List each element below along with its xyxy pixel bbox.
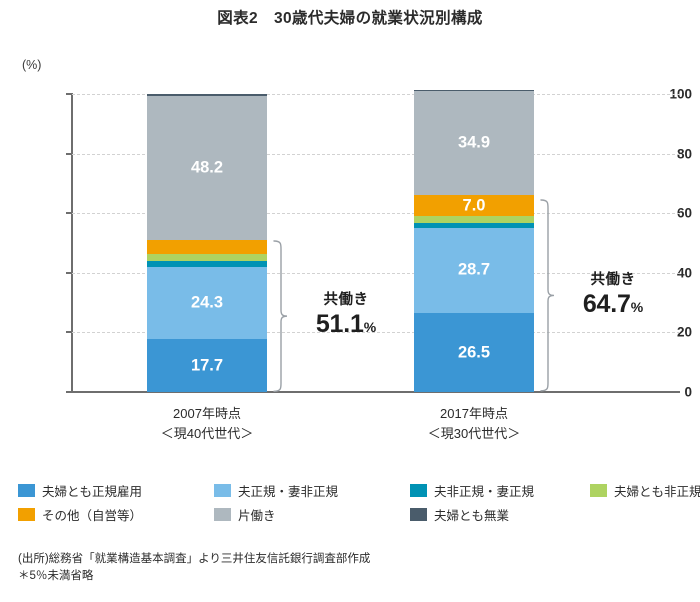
y-axis-tick-mark [66, 93, 72, 95]
gridline [72, 153, 680, 155]
bar-segment[interactable] [414, 227, 534, 314]
legend-color-swatch [590, 483, 607, 497]
legend-row-top: 夫婦とも正規雇用 夫正規・妻非正規 夫非正規・妻正規 夫婦とも非正規雇用 [18, 478, 700, 502]
stacked-bar[interactable]: 17.7 24.3 48.2 [147, 94, 267, 392]
bar-segment[interactable] [414, 195, 534, 217]
annotation-value: 64.7 [582, 289, 631, 318]
dual-income-annotation: 共働き 64.7% [558, 268, 668, 319]
gridline [72, 332, 680, 334]
y-axis-tick-label: 80 [676, 146, 692, 162]
legend-item[interactable]: 夫正規・妻非正規 [214, 478, 338, 502]
bar-segment[interactable] [414, 222, 534, 228]
bar-group[interactable]: 26.5 28.7 7.0 34.9 [414, 89, 534, 392]
legend-item[interactable]: 片働き [214, 502, 276, 526]
bar-segment[interactable] [414, 313, 534, 392]
x-axis-category-label: 2017年時点 ＜現30代世代＞ [354, 404, 594, 444]
legend-label: その他（自営等） [42, 508, 143, 523]
legend-color-swatch [410, 483, 427, 497]
legend-color-swatch [410, 507, 427, 521]
legend-color-swatch [214, 483, 231, 497]
legend-row-bottom: その他（自営等） 片働き 夫婦とも無業 [18, 502, 690, 526]
category-label-line2: ＜現40代世代＞ [160, 426, 254, 441]
brace-bracket [273, 240, 289, 392]
bar-segment[interactable] [147, 261, 267, 267]
bar-group[interactable]: 17.7 24.3 48.2 [147, 94, 267, 392]
annotation-value-row: 51.1% [316, 310, 377, 338]
legend-color-swatch [18, 507, 35, 521]
annotation-value: 51.1 [315, 309, 364, 338]
bar-segment[interactable] [147, 266, 267, 340]
x-axis-line [71, 391, 680, 393]
bar-segment[interactable] [414, 91, 534, 196]
brace-bracket [540, 199, 556, 392]
source-note: (出所)総務省「就業構造基本調査」より三井住友信託銀行調査部作成 ＊5％未満省略 [18, 551, 370, 585]
y-axis-unit-label: (%) [22, 58, 42, 72]
stacked-bar[interactable]: 26.5 28.7 7.0 34.9 [414, 89, 534, 392]
legend-item[interactable]: 夫婦とも無業 [410, 502, 509, 526]
y-axis-tick-mark [66, 212, 72, 215]
legend-color-swatch [214, 507, 231, 521]
bar-segment[interactable] [147, 96, 267, 240]
legend-label: 夫婦とも正規雇用 [42, 484, 143, 499]
y-axis-tick-label: 20 [676, 324, 692, 340]
category-label-line2: ＜現30代世代＞ [427, 426, 521, 441]
category-label-line1: 2007年時点 [173, 406, 241, 421]
gridline [72, 213, 680, 215]
annotation-percent-sign: % [363, 318, 377, 335]
legend-label: 夫婦とも非正規雇用 [614, 484, 700, 499]
bar-segment[interactable] [147, 254, 267, 262]
gridline [72, 94, 680, 95]
legend-item[interactable]: 夫非正規・妻正規 [410, 478, 534, 502]
y-axis-tick-label: 0 [684, 384, 692, 400]
legend-item[interactable]: 夫婦とも非正規雇用 [590, 478, 700, 502]
y-axis-tick-label: 60 [676, 205, 692, 221]
y-axis-tick-mark [66, 152, 72, 155]
legend-color-swatch [18, 483, 35, 497]
y-axis-tick-mark [66, 331, 72, 334]
page-title: 図表2 30歳代夫婦の就業状況別構成 [217, 10, 483, 27]
gridline [72, 272, 680, 274]
bar-segment[interactable] [414, 216, 534, 223]
y-axis-tick-mark [66, 391, 72, 393]
y-axis-tick-label: 40 [676, 265, 692, 281]
annotation-percent-sign: % [630, 298, 644, 315]
bar-segment[interactable] [147, 339, 267, 392]
source-line-1: (出所)総務省「就業構造基本調査」より三井住友信託銀行調査部作成 [18, 553, 371, 565]
annotation-title: 共働き [590, 271, 636, 288]
annotation-title: 共働き [323, 291, 369, 308]
y-axis-line [71, 93, 73, 393]
category-label-line1: 2017年時点 [440, 406, 508, 421]
legend-item[interactable]: その他（自営等） [18, 502, 142, 526]
annotation-value-row: 64.7% [583, 290, 644, 318]
legend-label: 片働き [238, 508, 276, 523]
plot-area: 17.7 24.3 48.2 26.5 28.7 7.0 34.9 [72, 89, 680, 392]
bar-segment[interactable] [147, 94, 267, 97]
x-axis-category-label: 2007年時点 ＜現40代世代＞ [87, 404, 327, 444]
source-line-2: ＊5％未満省略 [18, 570, 94, 582]
y-axis-tick-label: 100 [669, 86, 692, 102]
dual-income-annotation: 共働き 51.1% [291, 288, 401, 339]
bar-segment[interactable] [147, 239, 267, 255]
legend-label: 夫正規・妻非正規 [238, 484, 339, 499]
bar-segment[interactable] [414, 89, 534, 92]
legend-label: 夫婦とも無業 [434, 508, 510, 523]
legend-item[interactable]: 夫婦とも正規雇用 [18, 478, 142, 502]
legend: 夫婦とも正規雇用 夫正規・妻非正規 夫非正規・妻正規 夫婦とも非正規雇用 その他（自営… [18, 478, 700, 526]
y-axis-tick-mark [66, 271, 72, 274]
legend-label: 夫非正規・妻正規 [434, 484, 535, 499]
